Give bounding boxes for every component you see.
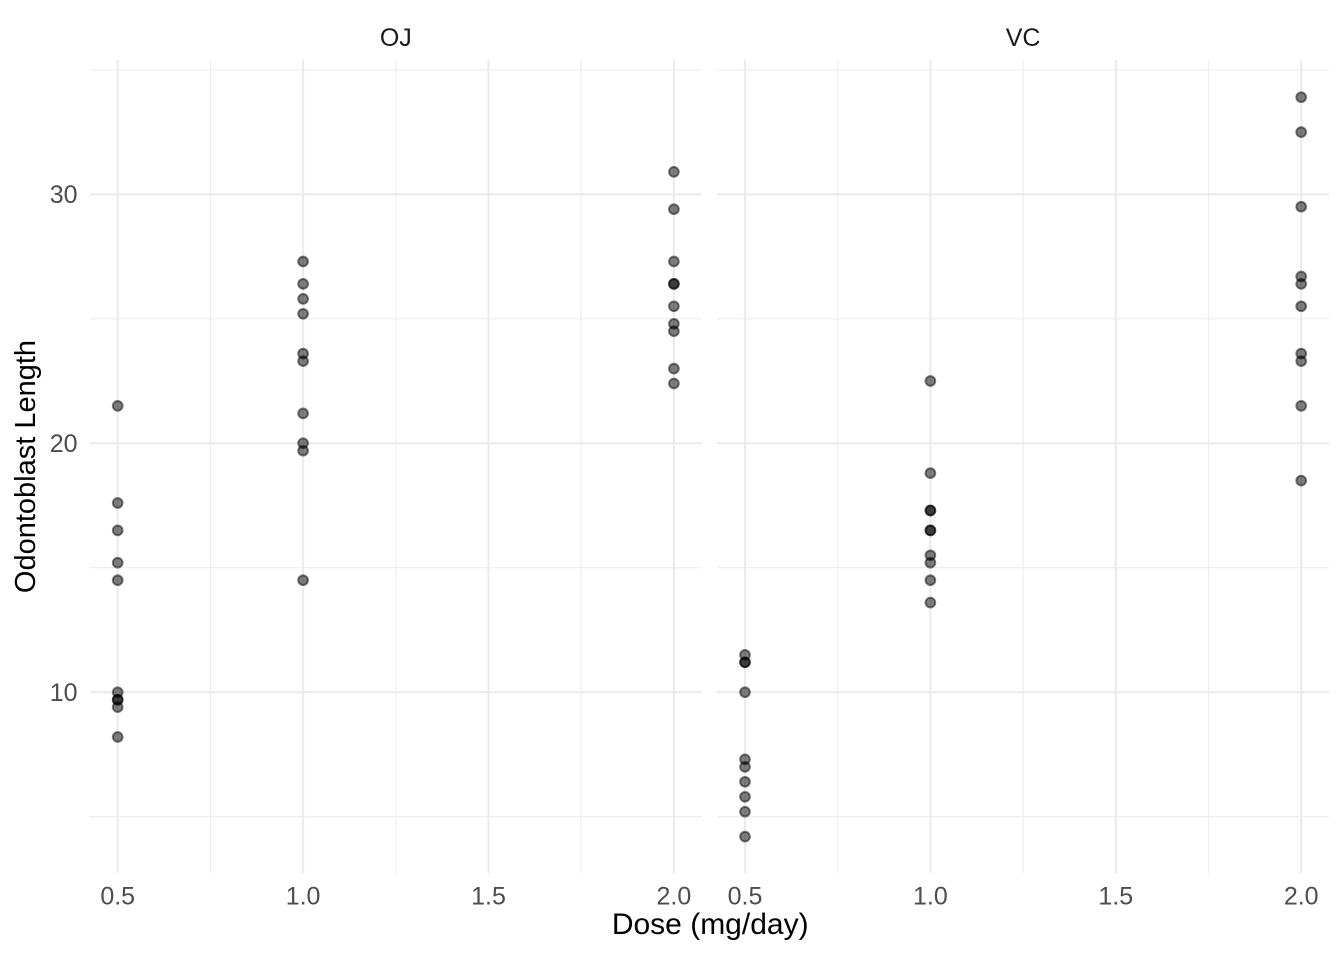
svg-text:10: 10 (50, 679, 78, 707)
svg-text:1.0: 1.0 (286, 883, 321, 911)
svg-text:OJ: OJ (380, 24, 412, 52)
svg-text:1.5: 1.5 (1098, 883, 1133, 911)
svg-text:0.5: 0.5 (728, 883, 763, 911)
svg-text:2.0: 2.0 (657, 883, 692, 911)
svg-text:0.5: 0.5 (100, 883, 135, 911)
svg-text:1.0: 1.0 (913, 883, 948, 911)
svg-text:1.5: 1.5 (471, 883, 506, 911)
svg-text:30: 30 (50, 181, 78, 209)
svg-text:Odontoblast Length: Odontoblast Length (10, 340, 42, 593)
svg-text:2.0: 2.0 (1284, 883, 1319, 911)
svg-text:Dose (mg/day): Dose (mg/day) (612, 908, 809, 941)
svg-text:20: 20 (50, 430, 78, 458)
svg-text:VC: VC (1006, 24, 1041, 52)
